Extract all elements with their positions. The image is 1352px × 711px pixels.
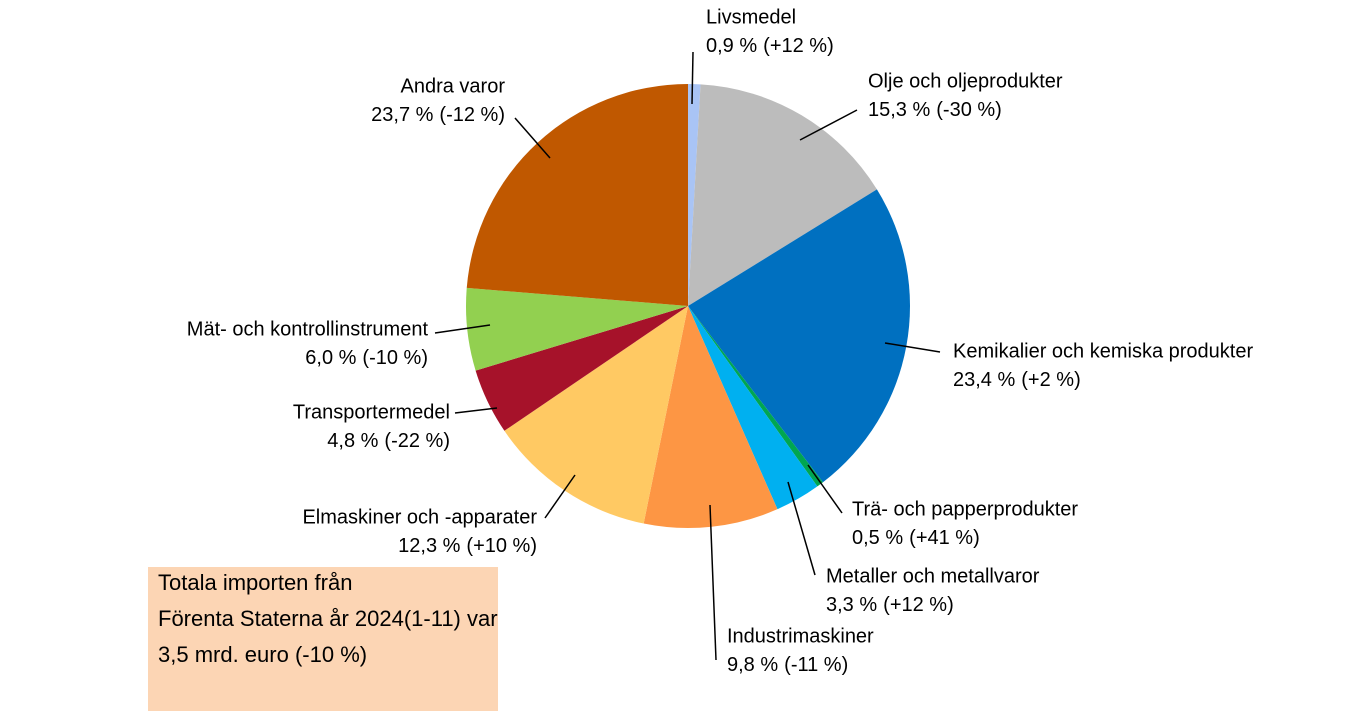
slice-label: 15,3 % (-30 %): [868, 99, 1002, 121]
slice-name: Andra varor: [401, 75, 506, 97]
value-label: 0,9 %: [706, 35, 757, 57]
annotation-line: Totala importen från: [158, 570, 352, 595]
slice-name: Kemikalier och kemiska produkter: [953, 340, 1253, 362]
slice-name: Elmaskiner och -apparater: [302, 506, 537, 528]
value-label: 15,3 %: [868, 99, 930, 121]
leader-line: [709, 504, 717, 661]
annotation-line: Förenta Staterna år 2024(1-11) var: [158, 606, 498, 631]
value-label: 4,8 %: [327, 430, 378, 452]
value-label: 12,3 %: [398, 535, 460, 557]
pie-slice: [688, 306, 818, 510]
pie-slice: [688, 189, 910, 483]
slice-name: Metaller och metallvaror: [826, 565, 1040, 587]
value-label: 23,4 %: [953, 369, 1015, 391]
pie-slice: [475, 306, 688, 431]
change-label: (+2 %): [1021, 369, 1080, 391]
pie-slice: [688, 306, 823, 487]
leader-line: [787, 481, 816, 576]
value-label: 0,5 %: [852, 527, 903, 549]
value-label: 6,0 %: [305, 347, 356, 369]
change-label: (+41 %): [909, 527, 980, 549]
slice-label: 23,4 % (+2 %): [953, 369, 1081, 391]
leader-line: [691, 51, 694, 105]
leader-line: [544, 474, 576, 519]
change-label: (-12 %): [439, 104, 505, 126]
annotation-line: 3,5 mrd. euro (-10 %): [158, 642, 367, 667]
slice-label: 4,8 % (-22 %): [327, 430, 450, 452]
pie-slice: [688, 84, 701, 306]
pie-slice: [504, 306, 688, 524]
change-label: (-30 %): [936, 99, 1002, 121]
annotation-box: [148, 567, 498, 711]
slice-name: Trä- och papperprodukter: [852, 498, 1078, 520]
value-label: 9,8 %: [727, 654, 778, 676]
slice-label: 0,9 % (+12 %): [706, 35, 834, 57]
value-label: 23,7 %: [371, 104, 433, 126]
change-label: (-11 %): [784, 654, 848, 676]
slice-name: Industrimaskiner: [727, 625, 874, 647]
pie-slice: [466, 287, 688, 371]
slice-name: Olje och oljeprodukter: [868, 70, 1063, 92]
slice-name: Livsmedel: [706, 6, 796, 28]
leader-line: [884, 342, 941, 353]
pie-slice: [466, 84, 688, 306]
leader-line: [434, 324, 491, 334]
slice-name: Transportermedel: [293, 401, 450, 423]
slice-label: 6,0 % (-10 %): [305, 347, 428, 369]
pie-slice: [688, 84, 877, 306]
slice-label: 3,3 % (+12 %): [826, 594, 954, 616]
slice-label: 0,5 % (+41 %): [852, 527, 980, 549]
change-label: (+12 %): [883, 594, 954, 616]
leader-line: [799, 109, 858, 141]
change-label: (-22 %): [384, 430, 450, 452]
leader-line: [454, 407, 498, 414]
slice-name: Mät- och kontrollinstrument: [187, 318, 429, 340]
change-label: (+10 %): [466, 535, 537, 557]
pie-slice: [643, 306, 778, 529]
leader-line: [514, 117, 551, 159]
slice-label: 23,7 % (-12 %): [371, 104, 505, 126]
slice-label: 9,8 % (-11 %): [727, 654, 848, 676]
change-label: (+12 %): [763, 35, 834, 57]
slice-label: 12,3 % (+10 %): [398, 535, 537, 557]
leader-line: [807, 464, 843, 514]
value-label: 3,3 %: [826, 594, 877, 616]
change-label: (-10 %): [362, 347, 428, 369]
